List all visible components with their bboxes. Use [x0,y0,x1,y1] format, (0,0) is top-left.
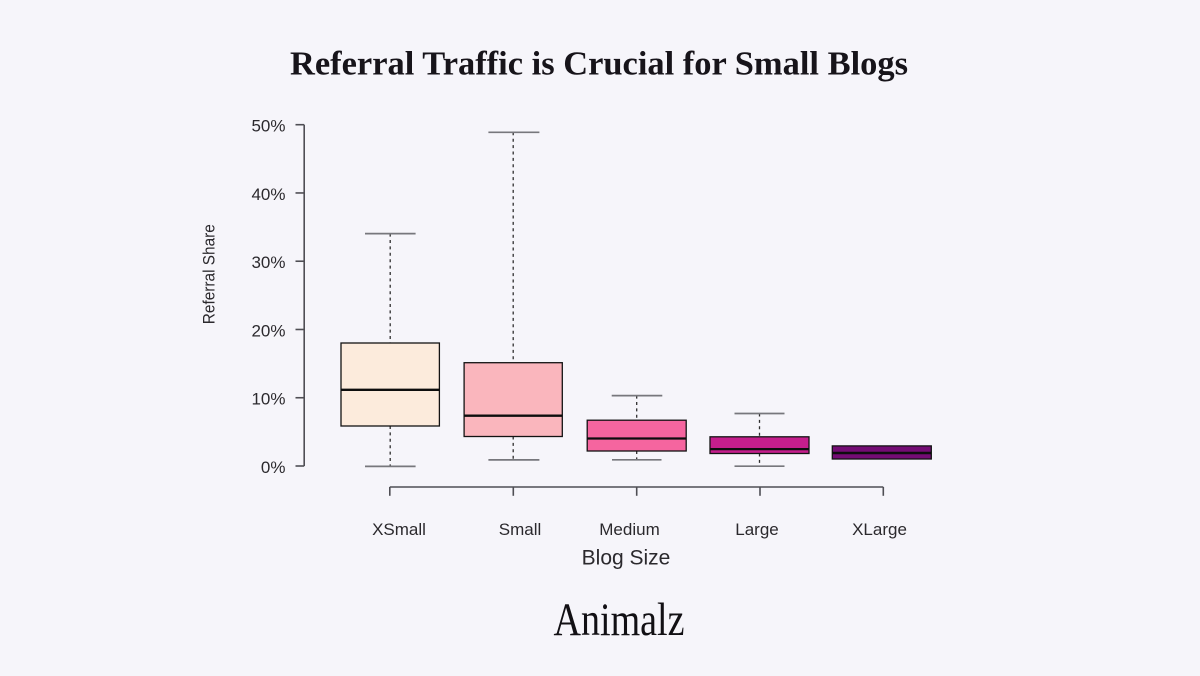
svg-text:50%: 50% [251,117,285,136]
svg-text:20%: 20% [251,322,285,341]
svg-text:XLarge: XLarge [852,520,907,539]
svg-text:10%: 10% [251,390,285,409]
svg-text:Medium: Medium [599,520,659,539]
svg-text:Referral Traffic is Crucial fo: Referral Traffic is Crucial for Small Bl… [290,46,908,83]
svg-text:XSmall: XSmall [372,520,426,539]
svg-text:Blog Size: Blog Size [582,547,671,570]
svg-text:Large: Large [735,520,778,539]
svg-text:Animalz: Animalz [554,594,685,646]
svg-text:0%: 0% [261,458,286,477]
svg-text:30%: 30% [251,253,285,272]
svg-text:Referral Share: Referral Share [201,224,219,324]
svg-text:Small: Small [499,520,542,539]
svg-text:40%: 40% [251,185,285,204]
